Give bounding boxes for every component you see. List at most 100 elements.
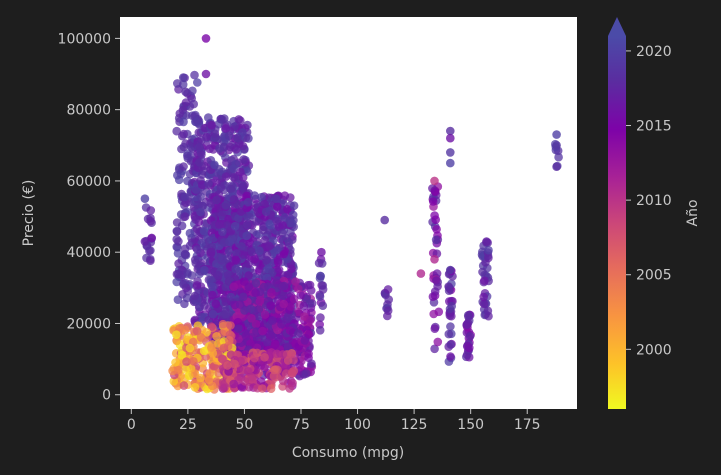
data-point bbox=[552, 141, 561, 150]
data-point bbox=[269, 371, 279, 381]
data-point bbox=[192, 281, 202, 290]
x-tick-label: 175 bbox=[514, 417, 541, 433]
data-point bbox=[219, 343, 229, 353]
data-point bbox=[231, 255, 240, 265]
data-point bbox=[283, 312, 293, 321]
data-point bbox=[463, 311, 473, 320]
data-point bbox=[237, 242, 246, 251]
data-point bbox=[195, 158, 204, 167]
data-point bbox=[232, 249, 242, 258]
data-point bbox=[206, 275, 215, 285]
data-point bbox=[234, 115, 244, 124]
data-point bbox=[221, 297, 231, 307]
data-point bbox=[177, 350, 187, 360]
data-point bbox=[216, 183, 225, 192]
data-point bbox=[288, 369, 297, 378]
data-point bbox=[233, 317, 243, 327]
data-point bbox=[205, 369, 215, 378]
data-point bbox=[233, 324, 243, 334]
data-point bbox=[251, 278, 261, 288]
data-point bbox=[189, 99, 198, 109]
data-point bbox=[446, 158, 455, 168]
data-point bbox=[430, 324, 440, 334]
x-tick-label: 0 bbox=[127, 417, 136, 433]
data-point bbox=[462, 350, 472, 360]
data-point bbox=[172, 330, 181, 340]
data-point bbox=[181, 98, 191, 107]
data-point bbox=[240, 377, 250, 386]
data-point bbox=[267, 288, 276, 297]
data-point bbox=[221, 200, 231, 210]
data-point bbox=[430, 344, 439, 354]
data-point bbox=[207, 343, 216, 352]
y-tick-label: 80000 bbox=[66, 103, 111, 119]
data-point bbox=[266, 301, 275, 311]
data-point bbox=[316, 313, 325, 322]
data-point bbox=[140, 237, 150, 246]
data-point bbox=[315, 326, 325, 335]
data-point bbox=[197, 180, 207, 190]
data-point bbox=[173, 295, 183, 305]
data-point bbox=[175, 324, 184, 333]
data-point bbox=[300, 336, 310, 345]
data-point bbox=[220, 114, 229, 123]
colorbar-tick-label: 2000 bbox=[636, 342, 672, 358]
data-point bbox=[191, 215, 200, 224]
data-point bbox=[218, 227, 227, 237]
data-point bbox=[182, 357, 191, 366]
x-tick-label: 150 bbox=[457, 417, 484, 433]
data-point bbox=[447, 301, 457, 311]
data-point bbox=[284, 238, 294, 247]
data-point bbox=[212, 195, 221, 205]
data-point bbox=[172, 277, 181, 287]
data-point bbox=[283, 204, 292, 214]
data-point bbox=[273, 257, 283, 267]
data-point bbox=[243, 367, 253, 376]
data-point bbox=[444, 329, 454, 339]
data-point bbox=[431, 235, 441, 245]
data-point bbox=[238, 173, 248, 182]
data-point bbox=[197, 150, 206, 159]
data-point bbox=[307, 359, 316, 369]
data-point bbox=[255, 246, 264, 255]
data-point bbox=[174, 365, 183, 375]
data-point bbox=[192, 245, 202, 254]
data-point bbox=[251, 217, 261, 226]
data-point bbox=[268, 268, 277, 277]
data-point bbox=[479, 292, 489, 302]
data-point bbox=[268, 316, 277, 325]
data-point bbox=[286, 349, 296, 359]
data-point bbox=[430, 176, 439, 186]
colorbar-gradient bbox=[608, 36, 626, 409]
data-point bbox=[446, 340, 456, 349]
scatter-points bbox=[140, 34, 563, 394]
data-point bbox=[294, 284, 303, 294]
data-point bbox=[463, 341, 472, 351]
y-axis-label: Precio (€) bbox=[21, 180, 37, 247]
colorbar-extend-arrow bbox=[608, 17, 626, 36]
data-point bbox=[383, 311, 392, 321]
data-point bbox=[239, 292, 248, 302]
data-point bbox=[226, 184, 236, 194]
data-point bbox=[317, 247, 326, 257]
data-point bbox=[196, 192, 205, 201]
data-point bbox=[197, 238, 207, 248]
data-point bbox=[221, 310, 231, 319]
data-point bbox=[274, 265, 284, 275]
data-point bbox=[284, 270, 293, 280]
data-point bbox=[172, 336, 182, 346]
x-tick-label: 75 bbox=[292, 417, 310, 433]
data-point bbox=[302, 369, 311, 378]
data-point bbox=[462, 320, 472, 329]
y-tick-label: 100000 bbox=[58, 31, 111, 47]
data-point bbox=[278, 221, 288, 230]
data-point bbox=[225, 335, 234, 345]
data-point bbox=[208, 309, 218, 319]
data-point bbox=[299, 301, 309, 311]
data-point bbox=[215, 144, 224, 153]
data-point bbox=[221, 172, 231, 181]
data-point bbox=[180, 192, 190, 202]
data-point bbox=[230, 221, 240, 231]
data-point bbox=[197, 170, 207, 179]
